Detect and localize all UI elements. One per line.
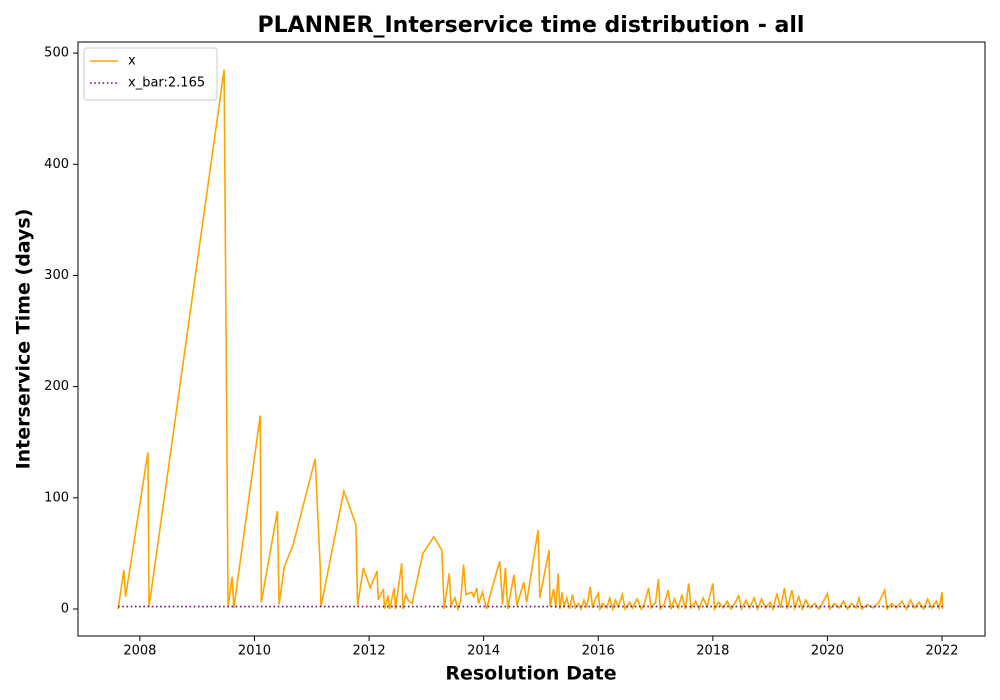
x-axis-label: Resolution Date: [445, 663, 616, 685]
x-tick-label: 2012: [353, 644, 386, 659]
legend-label: x_bar:2.165: [128, 76, 205, 91]
legend-box: [83, 47, 218, 101]
x-tick-label: 2008: [123, 644, 156, 659]
legend-label: x: [128, 54, 136, 69]
y-tick-label: 400: [44, 157, 69, 172]
y-tick-label: 300: [44, 268, 69, 283]
x-tick-label: 2014: [467, 644, 500, 659]
y-tick-label: 100: [44, 490, 69, 505]
y-tick-label: 200: [44, 379, 69, 394]
y-axis-label: Interservice Time (days): [13, 209, 35, 470]
x-tick-label: 2010: [238, 644, 271, 659]
plot-frame: [77, 41, 986, 637]
x-tick-label: 2018: [696, 644, 729, 659]
y-tick-label: 0: [61, 601, 69, 616]
y-tick-label: 500: [44, 46, 69, 61]
x-tick-label: 2020: [811, 644, 844, 659]
x-tick-label: 2022: [925, 644, 958, 659]
chart-title: PLANNER_Interservice time distribution -…: [258, 13, 805, 38]
series-line: [117, 69, 944, 612]
x-tick-label: 2016: [582, 644, 615, 659]
